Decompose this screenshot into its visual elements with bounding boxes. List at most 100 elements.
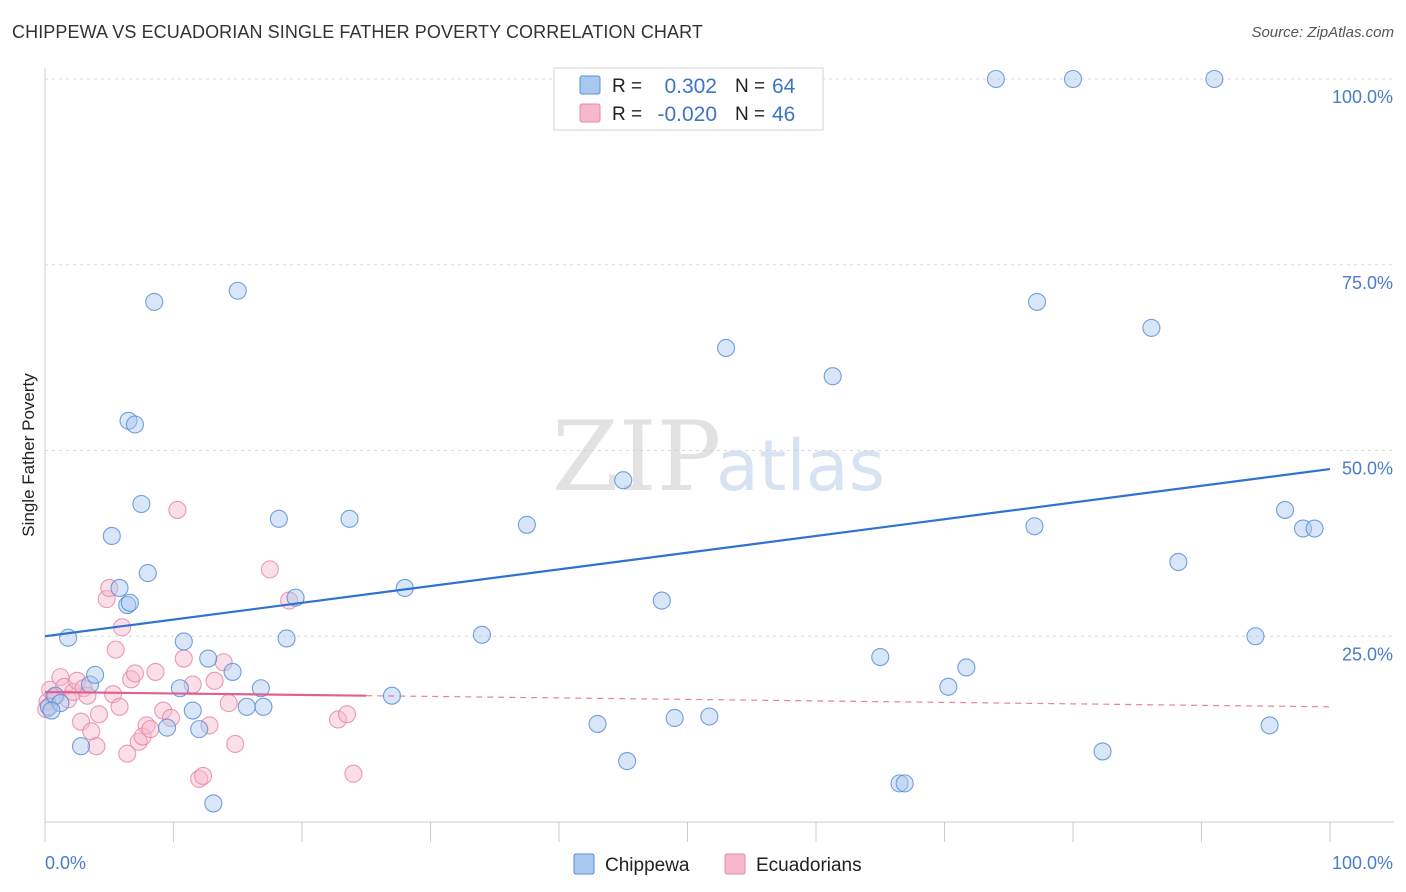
legend-swatch-ecuadorians [579, 103, 601, 123]
chippewa-point [174, 632, 193, 651]
chippewa-point [665, 708, 684, 728]
chippewa-point [939, 677, 958, 696]
chart-title: CHIPPEWA VS ECUADORIAN SINGLE FATHER POV… [12, 22, 703, 42]
chippewa-point [472, 625, 491, 644]
chippewa-point [1063, 69, 1083, 89]
chippewa-point [700, 707, 719, 726]
legend-n-value-chippewa: 64 [772, 75, 796, 98]
legend-r-value-chippewa: 0.302 [664, 75, 717, 98]
chippewa-point [120, 593, 139, 612]
legend-n-value-ecuadorians: 46 [772, 103, 795, 126]
y-tick-label: 100.0% [1332, 87, 1393, 107]
chippewa-point [588, 714, 607, 733]
ecuadorian-point [146, 662, 165, 681]
chippewa-point [1305, 519, 1324, 538]
chippewa-point [1246, 627, 1265, 646]
chippewa-point [223, 662, 242, 681]
watermark-atlas: atlas [716, 425, 885, 507]
chippewa-point [1275, 500, 1295, 519]
trend-layer [44, 467, 1331, 708]
chippewa-point [102, 526, 121, 545]
ecuadorian-point [174, 649, 193, 668]
watermark-zip: ZIP [552, 401, 721, 513]
legend-swatch-chippewa [579, 75, 601, 95]
chippewa-point [1025, 517, 1044, 536]
ecuadorian-point [161, 708, 180, 728]
chippewa-point [86, 665, 105, 684]
axis-layer: 25.0% 50.0% 75.0% 100.0% 0.0% 100.0% [44, 68, 1394, 873]
chippewa-point [183, 701, 202, 720]
ecuadorian-point [89, 705, 109, 724]
chippewa-point [190, 720, 209, 739]
chippewa-point [254, 697, 273, 716]
chippewa-point [614, 471, 633, 490]
chippewa-point [286, 588, 305, 607]
y-tick-label: 50.0% [1342, 459, 1393, 479]
chippewa-point [228, 281, 247, 300]
bottom-legend-label-chippewa: Chippewa [605, 855, 690, 876]
ecuadorian-point [97, 590, 116, 609]
chippewa-point [340, 509, 359, 528]
ecuadorian-point [194, 766, 213, 785]
y-tick-label: 25.0% [1342, 644, 1393, 664]
chippewa-point [1260, 716, 1279, 735]
chippewa-point [110, 578, 129, 598]
chippewa-point [199, 649, 218, 668]
chippewa-point [42, 701, 61, 720]
chippewa-point [517, 515, 536, 534]
ecuadorian-point [133, 727, 152, 746]
ecuadorian-point [328, 710, 348, 729]
ecuadorian-point [344, 764, 363, 783]
chippewa-point [890, 774, 909, 793]
chippewa-point [1093, 742, 1112, 761]
chippewa-point [138, 564, 157, 583]
chippewa-point [145, 292, 164, 311]
ecuadorian-point [125, 664, 144, 683]
ecuadorian-point [110, 697, 129, 716]
y-axis-title: Single Father Poverty [19, 373, 38, 537]
chippewa-point [823, 367, 842, 386]
y-tick-label: 75.0% [1342, 273, 1393, 293]
ecuadorian-point [100, 578, 119, 598]
ecuadorian-point [141, 720, 160, 739]
legend-n-label-ecuadorians: N = [735, 104, 765, 125]
ecuadorian-point [106, 640, 125, 659]
points-layer [37, 69, 1324, 813]
ecuadorian-point [226, 734, 245, 754]
ecuadorian-point [260, 560, 279, 579]
ecuadorian-trend-extension [366, 695, 1331, 708]
chippewa-point [652, 591, 671, 610]
ecuadorian-point [205, 671, 224, 690]
x-tick-label-end: 100.0% [1332, 853, 1393, 873]
chippewa-point [957, 658, 976, 677]
x-tick-label-start: 0.0% [45, 853, 86, 873]
chippewa-point [237, 697, 256, 716]
chippewa-point [251, 679, 270, 698]
grid-layer [45, 78, 1394, 637]
chippewa-point [71, 737, 91, 756]
ecuadorian-point [214, 653, 233, 672]
legend-r-label-ecuadorians: R = [612, 104, 642, 125]
ecuadorian-point [200, 716, 219, 735]
chippewa-point [986, 69, 1005, 89]
chippewa-point [1027, 292, 1047, 311]
chippewa-point [158, 718, 177, 737]
chippewa-point [1142, 318, 1161, 337]
bottom-legend: Chippewa Ecuadorians [573, 853, 862, 876]
ecuadorian-point [154, 701, 173, 720]
chippewa-trend-line [44, 467, 1331, 638]
chippewa-point [1205, 69, 1224, 89]
chippewa-point [118, 595, 137, 615]
ecuadorian-point [337, 705, 357, 724]
chippewa-point [871, 648, 890, 667]
chippewa-point [269, 509, 288, 528]
top-legend: R = 0.302 N = 64 R = -0.020 N = 46 [553, 67, 824, 131]
legend-r-label-chippewa: R = [612, 76, 642, 97]
chippewa-point [51, 694, 70, 713]
chippewa-point [895, 774, 914, 793]
chippewa-point [132, 494, 151, 514]
bottom-legend-swatch-ecuadorians [724, 853, 746, 875]
chippewa-point [277, 629, 296, 648]
chart-source: Source: ZipAtlas.com [1251, 24, 1394, 41]
